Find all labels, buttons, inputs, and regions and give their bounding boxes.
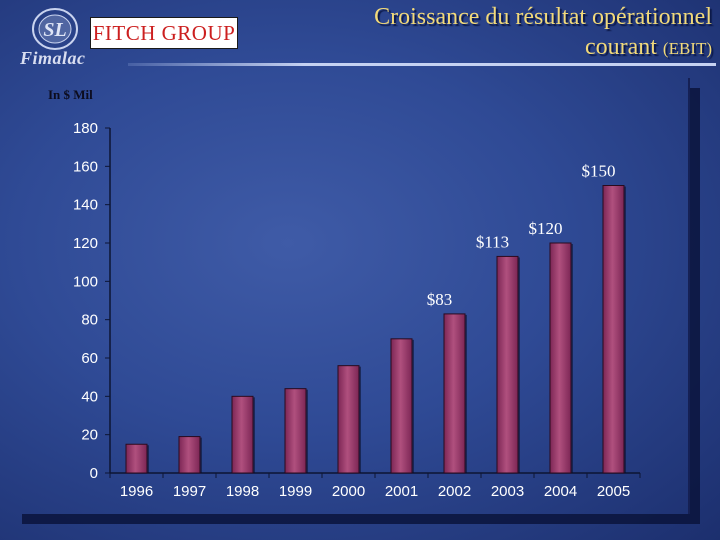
bar-1997 bbox=[178, 436, 201, 474]
x-tick-label: 2004 bbox=[544, 483, 577, 500]
y-tick-label: 80 bbox=[81, 312, 98, 329]
y-tick-label: 40 bbox=[81, 388, 98, 405]
slide-title-line-1: Croissance du résultat opérationnel bbox=[374, 4, 712, 30]
fimalac-seal-icon: SL bbox=[32, 8, 78, 50]
bar-1999 bbox=[284, 388, 307, 474]
bar-1996 bbox=[125, 443, 148, 474]
bar-2002 bbox=[443, 313, 466, 474]
y-tick-label: 180 bbox=[73, 120, 98, 137]
fimalac-logo: SL Fimalac bbox=[8, 4, 128, 68]
x-tick-label: 1996 bbox=[120, 483, 153, 500]
y-tick-label: 100 bbox=[73, 273, 98, 290]
bar-1998 bbox=[231, 395, 254, 474]
x-tick-label: 2002 bbox=[438, 483, 471, 500]
data-label-2005: $150 bbox=[582, 162, 616, 181]
header-divider bbox=[128, 63, 716, 66]
fimalac-wordmark: Fimalac bbox=[20, 48, 86, 68]
x-tick-label: 1998 bbox=[226, 483, 259, 500]
data-label-2003: $113 bbox=[476, 232, 509, 251]
x-tick-label: 2000 bbox=[332, 483, 365, 500]
bar-2000 bbox=[337, 365, 360, 474]
bar-2001 bbox=[390, 338, 413, 474]
bar-2005 bbox=[602, 185, 625, 474]
y-tick-label: 160 bbox=[73, 158, 98, 175]
y-tick-label: 20 bbox=[81, 427, 98, 444]
data-label-2004: $120 bbox=[529, 219, 563, 238]
x-tick-label: 1997 bbox=[173, 483, 206, 500]
y-tick-label: 120 bbox=[73, 235, 98, 252]
x-tick-label: 1999 bbox=[279, 483, 312, 500]
seal-text: SL bbox=[43, 19, 66, 41]
title-abbreviation: (EBIT) bbox=[662, 39, 712, 58]
bar-2003 bbox=[496, 255, 519, 474]
y-tick-label: 60 bbox=[81, 350, 98, 367]
slide-title-line-2: courant (EBIT) bbox=[585, 34, 712, 61]
title-main-word: courant bbox=[584, 34, 657, 60]
x-tick-label: 2001 bbox=[385, 483, 418, 500]
bar-2004 bbox=[549, 242, 572, 474]
y-tick-label: 0 bbox=[90, 465, 98, 482]
chart-frame bbox=[12, 78, 690, 514]
data-label-2002: $83 bbox=[427, 290, 453, 309]
x-tick-label: 2005 bbox=[597, 483, 630, 500]
y-tick-label: 140 bbox=[73, 197, 98, 214]
fitch-group-logo: FITCH GROUP bbox=[90, 17, 238, 49]
y-axis-unit-label: In $ Mil bbox=[48, 87, 93, 102]
x-tick-label: 2003 bbox=[491, 483, 524, 500]
